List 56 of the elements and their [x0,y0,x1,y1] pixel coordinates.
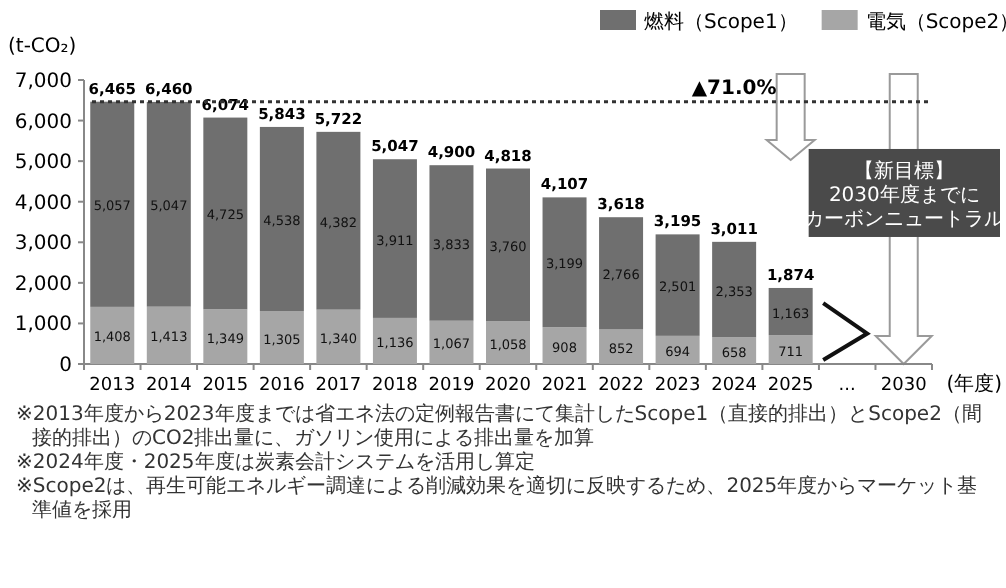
bar [203,117,248,310]
bar [655,234,700,336]
text: ※Scope2は、再生可能エネルギー調達による削減効果を適切に反映するため、2025年度からマーケット基準値を採用 [16,474,978,522]
y-axis-title: (t-CO₂) [8,36,77,58]
bar [542,327,587,364]
x-tick-label: 2013 [89,376,136,396]
bar [316,131,361,310]
x-tick-label: 2020 [485,376,532,396]
bar [542,197,587,328]
x-tick-label: 2023 [654,376,701,396]
bar [429,165,474,321]
bar [146,306,191,364]
x-tick-label: ... [838,376,856,396]
x-tick-label: 2025 [767,376,814,396]
bar [259,126,304,312]
bar [768,287,813,336]
x-tick-label: 2024 [711,376,758,396]
bar [259,311,304,364]
bar [203,309,248,364]
x-tick-label: 2014 [145,376,193,396]
y-tick-label: 1,000 [14,314,72,337]
x-axis-title: (年度) [946,372,1003,396]
bar [486,168,530,322]
y-tick-label: 0 [59,355,72,377]
y-tick-label: 7,000 [14,71,72,93]
x-tick-label: 2015 [202,376,249,396]
text: ※2013年度から2023年度までは省エネ法の定例報告書にて集計したScope1（直接的排出）とScope2（間接的排出）のCO2排出量に、ガソリン使用による排出量を加算 [16,402,982,450]
bar [146,101,191,307]
bar [768,335,813,364]
x-tick-label: 2019 [428,376,475,396]
x-tick-label: 2016 [258,376,306,396]
text: ※2024年度・2025年度は炭素会計システムを活用し算定 [16,450,535,474]
bar [429,320,474,364]
bar [316,309,361,364]
y-tick-label: 4,000 [14,192,72,215]
bar [90,101,135,307]
x-tick-label: 2018 [372,376,419,396]
annotation: 【新目標】 [854,158,955,183]
bar [372,317,417,364]
x-tick-label: 2017 [315,376,362,396]
y-tick-label: 6,000 [14,111,72,134]
bar [712,241,757,338]
y-tick-label: 5,000 [14,152,72,175]
bar [599,217,644,330]
y-tick-label: 2,000 [14,273,72,296]
bar [372,159,417,318]
x-tick-label: 2022 [598,376,644,396]
bar [599,329,644,364]
y-tick-label: 3,000 [14,233,72,256]
legend-label: 電気（Scope2） [865,12,1006,34]
x-tick-label: 2030 [880,376,928,396]
ref-line-label: ▲71.0% [691,77,777,100]
x-tick-label: 2021 [541,376,588,396]
bar [90,306,135,364]
legend-label: 燃料（Scope1） [644,10,798,34]
annotation: 2030年度までに [828,182,980,207]
